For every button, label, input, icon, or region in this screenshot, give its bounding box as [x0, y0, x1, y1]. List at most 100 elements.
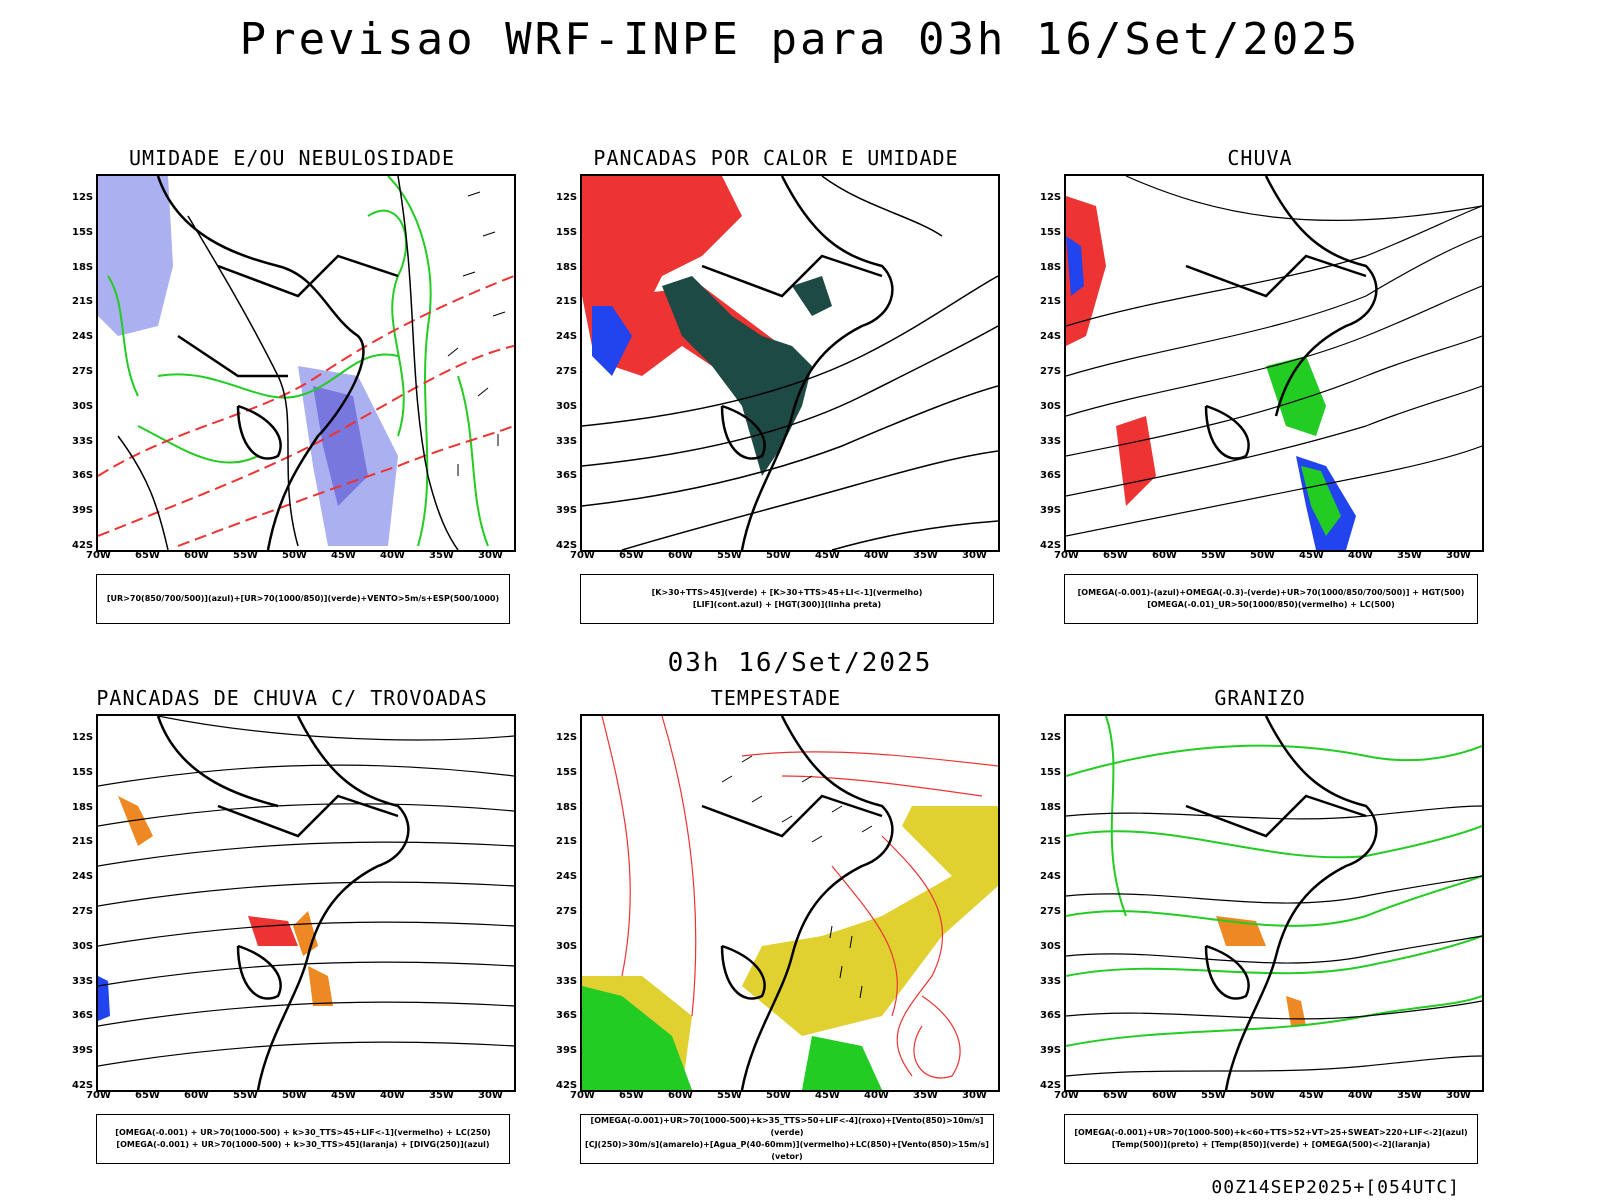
panel-title: CHUVA [1227, 146, 1293, 170]
panel-umidade: UMIDADE E/OU NEBULOSIDADE [72, 146, 516, 634]
shading [98, 796, 333, 1021]
lat-tick: 15S [72, 226, 94, 238]
lon-tick: 65W [619, 1090, 644, 1101]
borders [156, 176, 399, 550]
lat-tick: 30S [72, 400, 94, 412]
red-dashed [98, 275, 514, 547]
lat-tick: 18S [72, 261, 94, 273]
lon-tick: 70W [1054, 1090, 1079, 1101]
lat-tick: 27S [556, 366, 578, 377]
lon-tick: 60W [1152, 550, 1177, 561]
panel-granizo: GRANIZO [1040, 686, 1484, 1174]
lat-tick: 27S [72, 906, 94, 917]
lon-tick: 55W [1201, 550, 1226, 561]
lon-tick: 40W [864, 550, 889, 561]
lat-tick: 12S [1040, 732, 1062, 743]
map-pancadas-trovoadas [96, 714, 516, 1092]
lat-tick: 15S [1040, 766, 1062, 778]
lon-tick: 55W [717, 550, 742, 561]
lon-tick: 40W [864, 1090, 889, 1101]
lon-tick: 30W [962, 550, 987, 561]
lat-tick: 12S [72, 192, 94, 203]
lat-tick: 42S [1040, 1080, 1062, 1091]
lon-tick: 60W [184, 1090, 209, 1101]
lon-tick: 60W [1152, 1090, 1177, 1101]
lon-tick: 70W [86, 1090, 111, 1101]
lat-tick: 39S [72, 1045, 94, 1057]
lon-tick: 60W [184, 550, 209, 561]
panel-pancadas-trovoadas: PANCADAS DE CHUVA C/ TROVOADAS [72, 686, 516, 1174]
map-chuva [1064, 174, 1484, 552]
lat-tick: 33S [556, 435, 578, 447]
lat-tick: 39S [1040, 505, 1062, 517]
map-pancadas-calor [580, 174, 1000, 552]
lon-tick: 50W [282, 1090, 307, 1101]
black-vectors [721, 755, 873, 999]
green-contours [107, 176, 489, 547]
lat-tick: 24S [1040, 331, 1062, 343]
lon-tick: 30W [478, 550, 503, 561]
borders [1185, 716, 1378, 1090]
panel-caption: [OMEGA(-0.001) + UR>70(1000-500) + k>30_… [96, 1114, 510, 1164]
lat-tick: 18S [556, 801, 578, 813]
mid-label: 03h 16/Set/2025 [667, 648, 933, 678]
lat-tick: 21S [72, 296, 94, 308]
lat-tick: 36S [556, 470, 578, 482]
panel-caption: [K>30+TTS>45](verde) + [K>30+TTS>45+LI<-… [580, 574, 994, 624]
lat-tick: 18S [1040, 261, 1062, 273]
red-streamlines [601, 716, 998, 1079]
lon-tick: 65W [1103, 550, 1128, 561]
lon-tick: 50W [282, 550, 307, 561]
lon-tick: 35W [1397, 550, 1422, 561]
lat-tick: 30S [556, 940, 578, 952]
lon-tick: 65W [619, 550, 644, 561]
lon-tick: 40W [1348, 550, 1373, 561]
lon-tick: 45W [331, 550, 356, 561]
borders [1185, 176, 1378, 460]
lat-tick: 33S [1040, 975, 1062, 987]
lat-tick: 30S [556, 400, 578, 412]
lon-tick: 65W [135, 1090, 160, 1101]
lat-tick: 27S [556, 906, 578, 917]
lon-tick: 30W [1446, 550, 1471, 561]
lon-tick: 50W [1250, 1090, 1275, 1101]
lon-tick: 70W [86, 550, 111, 561]
lat-tick: 39S [556, 1045, 578, 1057]
lon-tick: 50W [766, 1090, 791, 1101]
lat-tick: 39S [1040, 1045, 1062, 1057]
lat-tick: 42S [72, 540, 94, 551]
lat-tick: 15S [72, 766, 94, 778]
lat-tick: 18S [72, 801, 94, 813]
lon-tick: 55W [1201, 1090, 1226, 1101]
lat-tick: 24S [556, 331, 578, 343]
panel-caption: [OMEGA(-0.001)+UR>70(1000-500)+k>35_TTS>… [580, 1114, 994, 1164]
lat-tick: 21S [556, 836, 578, 848]
lat-tick: 21S [72, 836, 94, 848]
lat-tick: 21S [556, 296, 578, 308]
panel-chuva: CHUVA [1040, 146, 1484, 634]
lat-tick: 36S [1040, 470, 1062, 482]
lat-tick: 39S [556, 505, 578, 517]
lat-tick: 33S [72, 975, 94, 987]
lat-tick: 18S [1040, 801, 1062, 813]
panel-tempestade: TEMPESTADE [556, 686, 1000, 1174]
lat-tick: 36S [1040, 1010, 1062, 1022]
panel-pancadas-calor: PANCADAS POR CALOR E UMIDADE [556, 146, 1000, 634]
lon-tick: 35W [913, 550, 938, 561]
lon-tick: 35W [429, 550, 454, 561]
panel-caption: [OMEGA(-0.001)-(azul)+OMEGA(-0.3)-(verde… [1064, 574, 1478, 624]
lat-tick: 15S [556, 766, 578, 778]
lat-tick: 12S [1040, 192, 1062, 203]
lon-tick: 40W [380, 1090, 405, 1101]
lat-tick: 30S [1040, 400, 1062, 412]
panel-caption: [OMEGA(-0.001)+UR>70(1000-500)+k<60+TTS>… [1064, 1114, 1478, 1164]
lat-tick: 21S [1040, 836, 1062, 848]
shading [98, 176, 398, 546]
lon-tick: 45W [331, 1090, 356, 1101]
lat-tick: 30S [72, 940, 94, 952]
lat-tick: 27S [1040, 366, 1062, 377]
lat-tick: 12S [72, 732, 94, 743]
lat-tick: 42S [1040, 540, 1062, 551]
main-title: Previsao WRF-INPE para 03h 16/Set/2025 [239, 14, 1361, 65]
lat-tick: 12S [556, 192, 578, 203]
